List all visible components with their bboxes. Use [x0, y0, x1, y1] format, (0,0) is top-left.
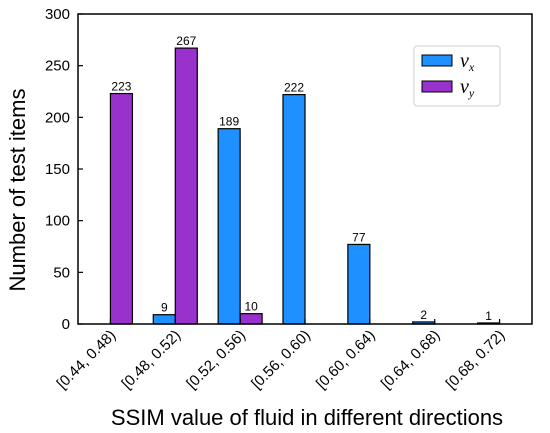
data-label-x-5: 2 — [420, 308, 427, 322]
bar-y-0 — [109, 92, 134, 325]
y-tick-label: 100 — [45, 213, 70, 230]
bar-x-4 — [347, 243, 371, 325]
bar-x-1 — [152, 314, 176, 325]
x-tick-label: [0.68, 0.72) — [443, 327, 509, 393]
x-axis-title: SSIM value of fluid in different directi… — [111, 405, 503, 430]
y-tick-label: 300 — [45, 6, 70, 23]
bars — [109, 47, 501, 325]
data-label-x-3: 222 — [284, 81, 304, 95]
data-label-x-4: 77 — [352, 230, 366, 244]
data-label-x-1: 9 — [161, 301, 168, 315]
y-tick-label: 150 — [45, 161, 70, 178]
legend-label-y: vy — [460, 76, 475, 100]
y-tick-label: 0 — [62, 316, 70, 333]
bar-x-3 — [282, 93, 306, 325]
x-tick-label: [0.64, 0.68) — [378, 327, 444, 393]
data-label-y-1: 267 — [176, 34, 196, 48]
bar-y-2 — [239, 313, 263, 325]
data-label-y-2: 10 — [244, 300, 258, 314]
x-tick-label: [0.60, 0.64) — [313, 327, 379, 393]
bar-x-2 — [217, 128, 241, 325]
x-tick-labels: [0.44, 0.48) [0.48, 0.52) [0.52, 0.56) [0.5… — [54, 319, 509, 393]
legend-swatch-x — [421, 54, 453, 67]
y-tick-label: 250 — [45, 58, 70, 75]
legend-swatch-y — [421, 80, 453, 93]
y-tick-labels: 0 50 100 150 200 250 300 — [45, 6, 83, 333]
y-axis-title: Number of test items — [5, 89, 30, 292]
x-tick-label: [0.48, 0.52) — [118, 327, 184, 393]
data-label-y-0: 223 — [111, 80, 131, 94]
legend-label-x: vx — [460, 50, 475, 74]
data-label-x-2: 189 — [219, 115, 239, 129]
x-tick-label: [0.56, 0.60) — [248, 327, 314, 393]
data-label-x-6: 1 — [485, 309, 492, 323]
y-tick-label: 50 — [53, 264, 70, 281]
x-tick-label: [0.44, 0.48) — [54, 327, 120, 393]
y-tick-label: 200 — [45, 109, 70, 126]
data-labels: 223 9 267 189 10 222 77 2 1 — [111, 34, 492, 323]
bar-y-1 — [174, 47, 198, 325]
x-tick-label: [0.52, 0.56) — [183, 327, 249, 393]
